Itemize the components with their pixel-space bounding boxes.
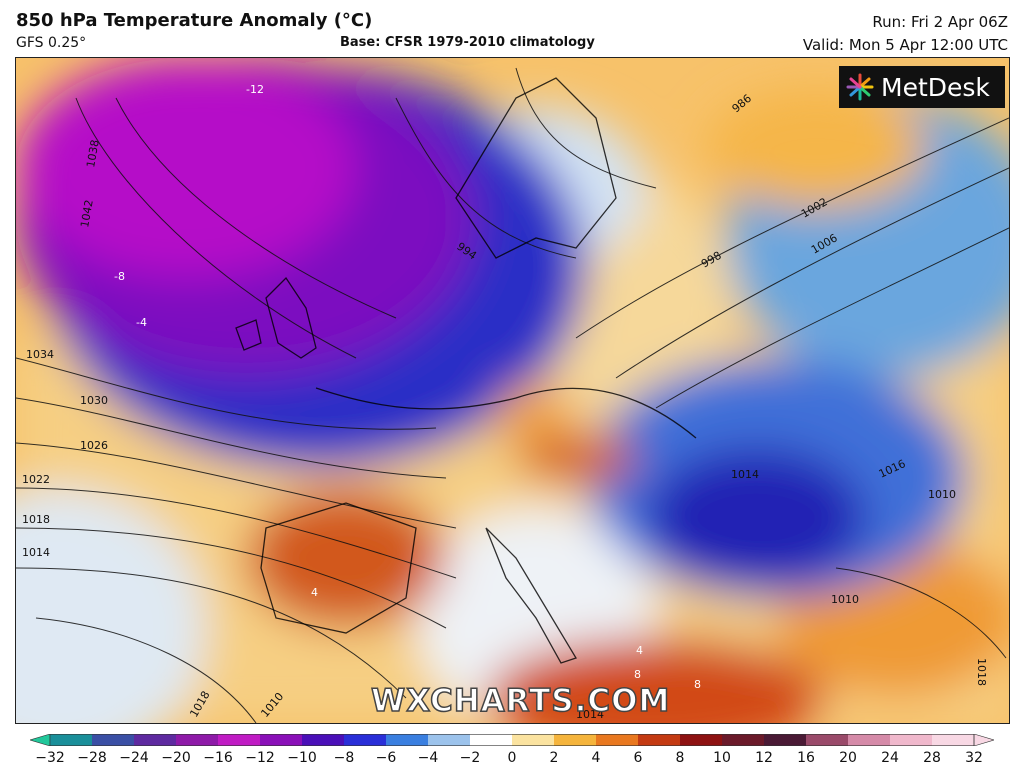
colorbar-tick-label: 20 xyxy=(839,750,857,766)
model-label: GFS 0.25° xyxy=(16,35,87,51)
valid-time-label: Valid: Mon 5 Apr 12:00 UTC xyxy=(802,36,1008,54)
base-climatology-label: Base: CFSR 1979-2010 climatology xyxy=(340,35,595,50)
metdesk-logo: MetDesk xyxy=(839,66,1005,108)
colorbar-segment xyxy=(260,734,303,746)
isobar-label: 1034 xyxy=(26,348,54,361)
anomaly-label: 8 xyxy=(634,668,641,681)
colorbar-segment xyxy=(50,734,93,746)
colorbar-tick-label: 8 xyxy=(675,750,685,766)
colorbar-tick-label: 6 xyxy=(633,750,643,766)
colorbar-segment xyxy=(596,734,639,746)
isobar-label: 1038 xyxy=(84,139,102,169)
isobar-label: 1018 xyxy=(22,513,50,526)
isobar-label: 1018 xyxy=(975,658,988,686)
colorbar-segment xyxy=(680,734,723,746)
colorbar-segment xyxy=(470,734,513,746)
anomaly-label: -8 xyxy=(114,270,125,283)
colorbar-segment xyxy=(386,734,429,746)
isobar-label: 1014 xyxy=(731,468,759,481)
colorbar-arrow-high xyxy=(973,734,994,746)
colorbar xyxy=(30,734,994,746)
colorbar-segment xyxy=(428,734,471,746)
colorbar-tick-label: −2 xyxy=(459,750,481,766)
metdesk-logo-text: MetDesk xyxy=(881,72,990,102)
wxcharts-watermark: WXCHARTS.COM xyxy=(370,682,671,720)
colorbar-tick-label: −10 xyxy=(287,750,317,766)
colorbar-segment xyxy=(890,734,933,746)
colorbar-tick-label: −12 xyxy=(245,750,275,766)
colorbar-tick-label: −28 xyxy=(77,750,107,766)
colorbar-tick-label: 4 xyxy=(591,750,601,766)
colorbar-segment xyxy=(722,734,765,746)
run-time-label: Run: Fri 2 Apr 06Z xyxy=(872,13,1008,31)
colorbar-segment xyxy=(302,734,345,746)
colorbar-segment xyxy=(848,734,891,746)
colorbar-segment xyxy=(176,734,219,746)
colorbar-tick-label: −32 xyxy=(35,750,65,766)
isobar-label: 1026 xyxy=(80,439,108,452)
anomaly-map: 1038 1042 1034 1030 1026 1022 1018 1014 … xyxy=(15,57,1010,724)
colorbar-tick-label: 12 xyxy=(755,750,773,766)
chart-title: 850 hPa Temperature Anomaly (°C) xyxy=(16,10,373,31)
colorbar-tick-label: 28 xyxy=(923,750,941,766)
anomaly-label: 4 xyxy=(311,586,318,599)
isobar-label: 1010 xyxy=(928,488,956,501)
colorbar-segment xyxy=(932,734,975,746)
colorbar-tick-label: 0 xyxy=(507,750,517,766)
colorbar-labels: −32 −28 −24 −20 −16 −12 −10 −8 −6 −4 −2 0 2 4 6 8 10 12 16… xyxy=(30,750,994,770)
colorbar-tick-label: −4 xyxy=(417,750,439,766)
colorbar-tick-label: 10 xyxy=(713,750,731,766)
colorbar-tick-label: 16 xyxy=(797,750,815,766)
colorbar-tick-label: 2 xyxy=(549,750,559,766)
isobar-label: 1010 xyxy=(831,593,859,606)
colorbar-segment xyxy=(806,734,849,746)
colorbar-tick-label: −6 xyxy=(375,750,397,766)
colorbar-tick-label: 32 xyxy=(965,750,983,766)
starburst-icon xyxy=(846,73,874,101)
colorbar-tick-label: 24 xyxy=(881,750,899,766)
colorbar-outline xyxy=(49,734,975,746)
isobar-label: 1014 xyxy=(576,708,604,721)
colorbar-tick-label: −16 xyxy=(203,750,233,766)
colorbar-tick-label: −24 xyxy=(119,750,149,766)
anomaly-label: 4 xyxy=(636,644,643,657)
anomaly-label: -4 xyxy=(136,316,147,329)
isobar-label: 1030 xyxy=(80,394,108,407)
colorbar-segment xyxy=(134,734,177,746)
colorbar-segment xyxy=(344,734,387,746)
colorbar-segment xyxy=(218,734,261,746)
colorbar-arrow-low xyxy=(30,734,51,746)
colorbar-tick-label: −20 xyxy=(161,750,191,766)
isobar-label: 1014 xyxy=(22,546,50,559)
colorbar-segment xyxy=(554,734,597,746)
colorbar-segment xyxy=(92,734,135,746)
isobar-label: 1042 xyxy=(78,199,96,229)
colorbar-segment xyxy=(512,734,555,746)
colorbar-segment xyxy=(638,734,681,746)
map-canvas: 1038 1042 1034 1030 1026 1022 1018 1014 … xyxy=(16,58,1009,723)
anomaly-label: -12 xyxy=(246,83,264,96)
anomaly-label: 8 xyxy=(694,678,701,691)
isobar-label: 1022 xyxy=(22,473,50,486)
colorbar-segment xyxy=(764,734,807,746)
colorbar-tick-label: −8 xyxy=(333,750,355,766)
